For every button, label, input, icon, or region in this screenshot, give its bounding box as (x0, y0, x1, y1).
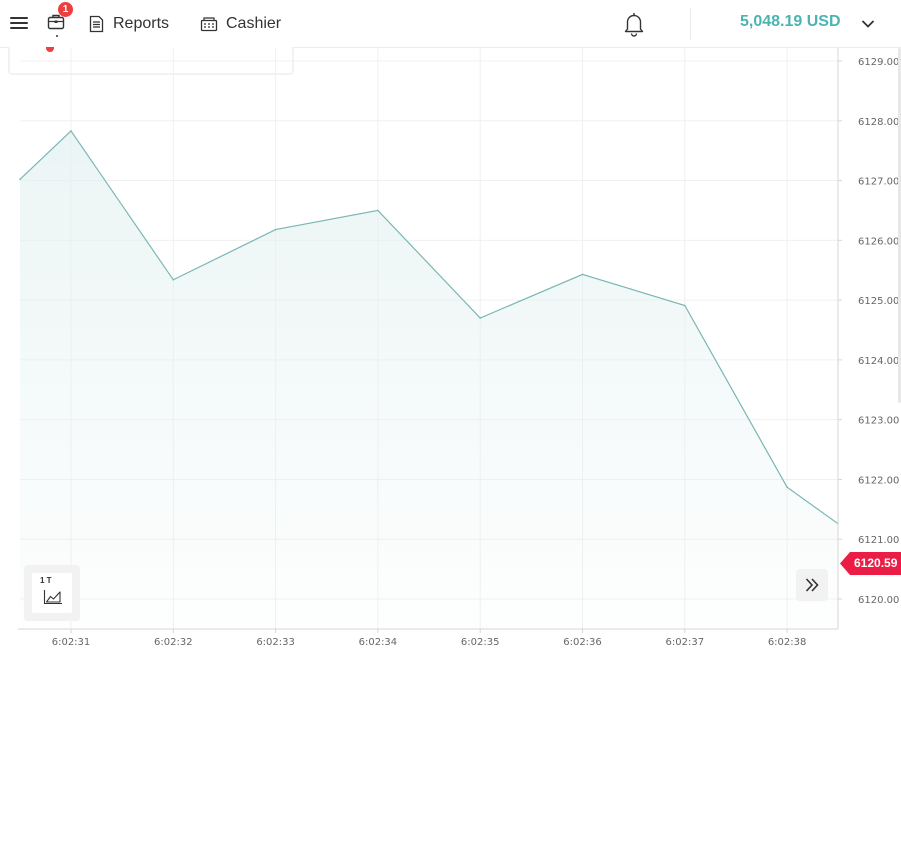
briefcase-icon (47, 14, 65, 30)
price-chart[interactable]: 6120.00 6121.00 6122.00 6123.00 6124.00 6125.… (0, 48, 901, 662)
x-tick-label: 6:02:33 (256, 637, 295, 648)
price-point (70, 130, 72, 132)
price-point (19, 178, 21, 181)
reports-icon (89, 15, 104, 33)
price-area (20, 130, 838, 629)
reports-label: Reports (113, 15, 170, 32)
y-tick-label: 6120.00 (858, 595, 899, 606)
bell-icon (624, 13, 644, 37)
price-point (684, 304, 686, 307)
cashier-icon (200, 17, 218, 32)
menu-icon (10, 17, 28, 19)
chevron-down-icon (861, 20, 875, 28)
scroll-to-latest-button[interactable] (796, 569, 828, 601)
price-points (19, 130, 839, 525)
alert-dot (46, 47, 54, 52)
y-tick-label: 6122.00 (858, 475, 899, 486)
open-positions-button[interactable] (46, 12, 68, 36)
y-tick-label: 6128.00 (858, 117, 899, 128)
price-point (581, 273, 584, 276)
active-indicator (56, 35, 58, 37)
price-point (274, 228, 277, 231)
notifications-button[interactable] (623, 11, 645, 37)
y-tick-label: 6123.00 (858, 416, 899, 427)
price-point (786, 486, 788, 489)
timeframe-label: 1 T (40, 576, 52, 585)
account-menu-toggle[interactable] (860, 16, 876, 32)
double-chevron-right-icon (805, 578, 819, 592)
x-tick-label: 6:02:31 (52, 637, 91, 648)
x-tick-label: 6:02:34 (359, 637, 398, 648)
x-tick-label: 6:02:38 (768, 637, 807, 648)
price-point (172, 278, 175, 281)
account-balance[interactable]: 5,048.19 USD (740, 13, 841, 30)
header-divider (690, 8, 691, 40)
cashier-link[interactable]: Cashier (200, 12, 281, 36)
x-tick-label: 6:02:37 (666, 637, 705, 648)
price-point (377, 209, 379, 212)
y-tick-label: 6126.00 (858, 236, 899, 247)
page-scrollbar[interactable] (898, 48, 901, 403)
positions-count-badge: 1 (58, 2, 73, 17)
price-line (19, 130, 839, 525)
menu-button[interactable] (10, 14, 30, 34)
x-tick-label: 6:02:36 (563, 637, 602, 648)
reports-link[interactable]: Reports (88, 12, 169, 36)
current-price-value: 6120.59 (854, 556, 898, 571)
y-tick-label: 6125.00 (858, 296, 899, 307)
x-axis: 6:02:31 6:02:32 6:02:33 6:02:34 6:02:35 6:02:… (52, 629, 807, 648)
x-tick-label: 6:02:32 (154, 637, 193, 648)
y-tick-label: 6127.00 (858, 177, 899, 188)
top-bar: 1 Reports Cashier 5,048.19 USD (0, 0, 901, 48)
x-tick-label: 6:02:35 (461, 637, 500, 648)
price-point (479, 317, 482, 319)
y-axis: 6120.00 6121.00 6122.00 6123.00 6124.00 6125.… (838, 57, 899, 606)
y-tick-label: 6124.00 (858, 356, 899, 367)
y-tick-label: 6121.00 (858, 535, 899, 546)
timeframe-selector[interactable]: 1 T (24, 565, 80, 621)
y-tick-label: 6129.00 (858, 57, 899, 68)
area-chart-icon (43, 590, 62, 605)
cashier-label: Cashier (226, 15, 282, 32)
